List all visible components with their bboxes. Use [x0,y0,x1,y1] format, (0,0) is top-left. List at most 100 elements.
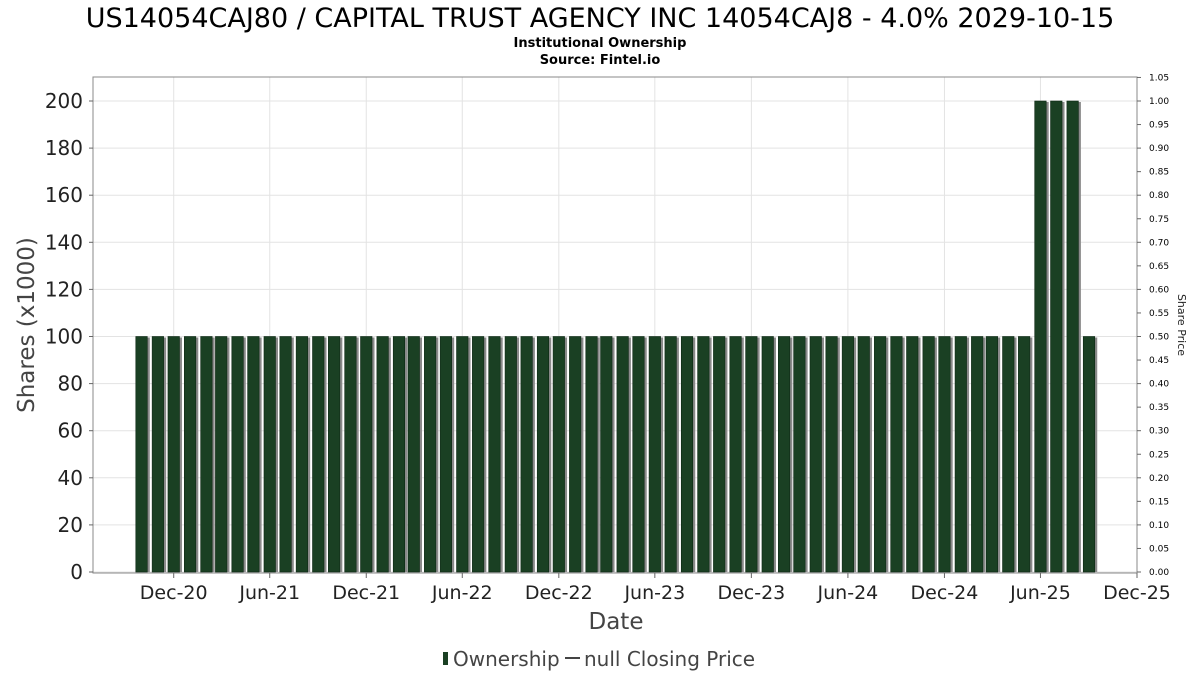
right-tick-label: 0.00 [1149,568,1169,578]
ownership-bar [874,336,887,573]
ownership-bar [167,336,180,573]
ownership-bar [135,336,148,573]
ownership-bar [985,336,998,573]
ownership-bar [809,336,822,573]
ownership-bar [392,336,406,573]
right-axis-label: Share Price [1175,294,1188,356]
ownership-bar [472,336,485,573]
right-tick-label: 0.90 [1149,144,1169,154]
ownership-bar [778,336,791,573]
right-tick-label: 0.50 [1149,333,1169,343]
ownership-bar [536,336,550,573]
right-tick-label: 1.00 [1149,97,1169,107]
ownership-bar [184,336,197,573]
ownership-bar [569,336,582,573]
x-tick-label: Jun-21 [238,582,300,604]
x-tick-label: Dec-25 [1103,582,1171,604]
ownership-bar [263,336,276,573]
x-axis-ticks: Dec-20 Jun-21 Dec-21 Jun-22 Dec-22 Jun-23 Dec-… [140,573,1171,604]
ownership-bar [456,336,469,573]
ownership-bar [922,336,935,573]
left-tick-label: 60 [58,419,83,443]
ownership-bar [793,336,806,573]
ownership-bar [857,336,870,573]
x-tick-label: Dec-22 [525,582,593,604]
ownership-bar [312,336,325,573]
legend: Ownership null Closing Price [443,647,755,671]
left-tick-label: 200 [45,89,83,113]
left-tick-label: 160 [45,183,83,207]
legend-price-label: null Closing Price [584,647,755,671]
right-tick-label: 0.65 [1149,262,1169,272]
left-tick-label: 140 [45,230,83,254]
ownership-bar [295,336,308,573]
right-tick-label: 0.35 [1149,403,1169,413]
right-tick-label: 0.75 [1149,215,1169,225]
ownership-bar [520,336,533,573]
right-tick-label: 0.10 [1149,521,1169,531]
ownership-bar [585,336,598,573]
ownership-bar [1018,336,1031,573]
x-tick-label: Dec-24 [911,582,979,604]
x-tick-label: Jun-22 [431,582,493,604]
ownership-bar [1082,336,1096,573]
x-tick-label: Jun-25 [1009,582,1071,604]
ownership-bar [215,336,228,573]
ownership-bar [231,336,244,573]
x-axis-label: Date [589,609,644,635]
left-tick-label: 120 [45,277,83,301]
ownership-bar [729,336,742,573]
left-axis-ticks: 0 20 40 60 80 100 120 140 160 180 200 [45,89,93,584]
right-axis-ticks: 0.00 0.05 0.10 0.15 0.20 0.25 0.30 0.35 0.40 0.45… [1137,73,1169,578]
right-tick-label: 0.70 [1149,238,1169,248]
ownership-bar [1002,336,1015,573]
ownership-bar [328,336,341,573]
ownership-bar [200,336,213,573]
ownership-bar [745,336,758,573]
ownership-bar [247,336,260,573]
x-tick-label: Dec-20 [140,582,208,604]
y-axis-label: Shares (x1000) [14,237,40,413]
left-tick-label: 0 [70,560,83,584]
left-tick-label: 40 [58,466,83,490]
legend-ownership-swatch [443,652,448,665]
right-tick-label: 0.05 [1149,544,1169,554]
right-tick-label: 0.80 [1149,191,1169,201]
ownership-bar [407,336,420,573]
legend-ownership-label: Ownership [453,647,560,671]
chart-title: US14054CAJ80 / CAPITAL TRUST AGENCY INC … [86,3,1115,34]
ownership-bar [697,336,710,573]
ownership-bar [632,336,645,573]
ownership-bar [825,336,838,573]
right-tick-label: 0.30 [1149,427,1169,437]
ownership-bar [664,336,677,573]
right-tick-label: 0.55 [1149,309,1169,319]
x-tick-label: Jun-23 [623,582,685,604]
ownership-bar [954,336,967,573]
ownership-bar [552,336,565,573]
right-tick-label: 0.60 [1149,285,1169,295]
ownership-bar [504,336,517,573]
right-tick-label: 0.40 [1149,380,1169,390]
right-tick-label: 0.85 [1149,168,1169,178]
ownership-bar [488,336,501,573]
ownership-bar [600,336,613,573]
x-tick-label: Dec-21 [332,582,400,604]
ownership-bar [279,336,292,573]
right-tick-label: 0.25 [1149,450,1169,460]
ownership-bar [761,336,774,573]
plot-area [92,76,1138,574]
right-tick-label: 1.05 [1149,73,1169,83]
ownership-bar [439,336,452,573]
right-tick-label: 0.15 [1149,497,1169,507]
right-tick-label: 0.95 [1149,121,1169,131]
ownership-bar [713,336,726,573]
left-tick-label: 100 [45,325,83,349]
ownership-bar [938,336,951,573]
right-tick-label: 0.20 [1149,474,1169,484]
ownership-bar [890,336,903,573]
ownership-bar [906,336,919,573]
chart-source: Source: Fintel.io [540,53,661,68]
ownership-bar [616,336,629,573]
